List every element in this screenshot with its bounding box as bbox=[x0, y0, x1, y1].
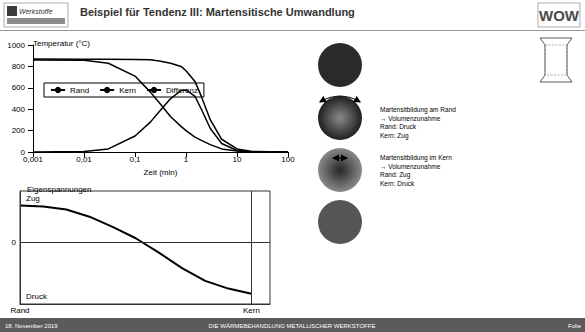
svg-text:100: 100 bbox=[281, 155, 295, 164]
svg-text:Temperatur (°C): Temperatur (°C) bbox=[33, 39, 90, 48]
svg-text:DIE WÄRMEBEHANDLUNG METALLISCH: DIE WÄRMEBEHANDLUNG METALLISCHER WERKSTO… bbox=[209, 323, 376, 329]
svg-text:Martensitbildung im Kern: Martensitbildung im Kern bbox=[380, 154, 452, 162]
svg-text:600: 600 bbox=[12, 83, 26, 92]
svg-text:Kern: Zug: Kern: Zug bbox=[380, 132, 409, 140]
svg-text:0: 0 bbox=[20, 147, 25, 157]
svg-text:400: 400 bbox=[12, 105, 26, 114]
svg-text:Werkstoffe: Werkstoffe bbox=[19, 8, 52, 15]
svg-text:Rand: Rand bbox=[10, 306, 29, 315]
svg-text:Rand: Zug: Rand: Zug bbox=[380, 171, 411, 179]
svg-text:→ Volumenzunahme: → Volumenzunahme bbox=[380, 163, 441, 170]
svg-text:Rand: Rand bbox=[70, 86, 89, 95]
svg-text:Kern: Kern bbox=[243, 306, 260, 315]
svg-text:18. November 2019: 18. November 2019 bbox=[5, 323, 58, 329]
svg-text:Beispiel für Tendenz III: Mart: Beispiel für Tendenz III: Martensitische… bbox=[80, 6, 355, 18]
svg-text:Differenz: Differenz bbox=[166, 86, 198, 95]
svg-text:Eigenspannungen: Eigenspannungen bbox=[27, 185, 92, 194]
svg-text:800: 800 bbox=[12, 62, 26, 71]
svg-text:Zeit (min): Zeit (min) bbox=[144, 168, 178, 177]
svg-text:1000: 1000 bbox=[7, 41, 25, 50]
svg-text:0,01: 0,01 bbox=[76, 155, 92, 164]
svg-text:200: 200 bbox=[12, 126, 26, 135]
svg-text:10: 10 bbox=[233, 155, 242, 164]
svg-text:0,1: 0,1 bbox=[129, 155, 141, 164]
svg-text:Kern: Druck: Kern: Druck bbox=[380, 180, 415, 187]
svg-text:Rand: Druck: Rand: Druck bbox=[380, 123, 417, 130]
svg-text:Zug: Zug bbox=[26, 194, 40, 203]
svg-text:1: 1 bbox=[184, 155, 189, 164]
svg-text:Druck: Druck bbox=[26, 292, 48, 301]
svg-text:→ Volumenzunahme: → Volumenzunahme bbox=[380, 115, 441, 122]
svg-text:0,001: 0,001 bbox=[23, 155, 44, 164]
svg-text:WOW: WOW bbox=[539, 7, 580, 24]
svg-text:Martensitbildung am Rand: Martensitbildung am Rand bbox=[380, 106, 456, 114]
svg-text:0: 0 bbox=[12, 238, 17, 247]
svg-text:Kern: Kern bbox=[119, 86, 136, 95]
svg-text:Folie: Folie bbox=[568, 323, 582, 329]
